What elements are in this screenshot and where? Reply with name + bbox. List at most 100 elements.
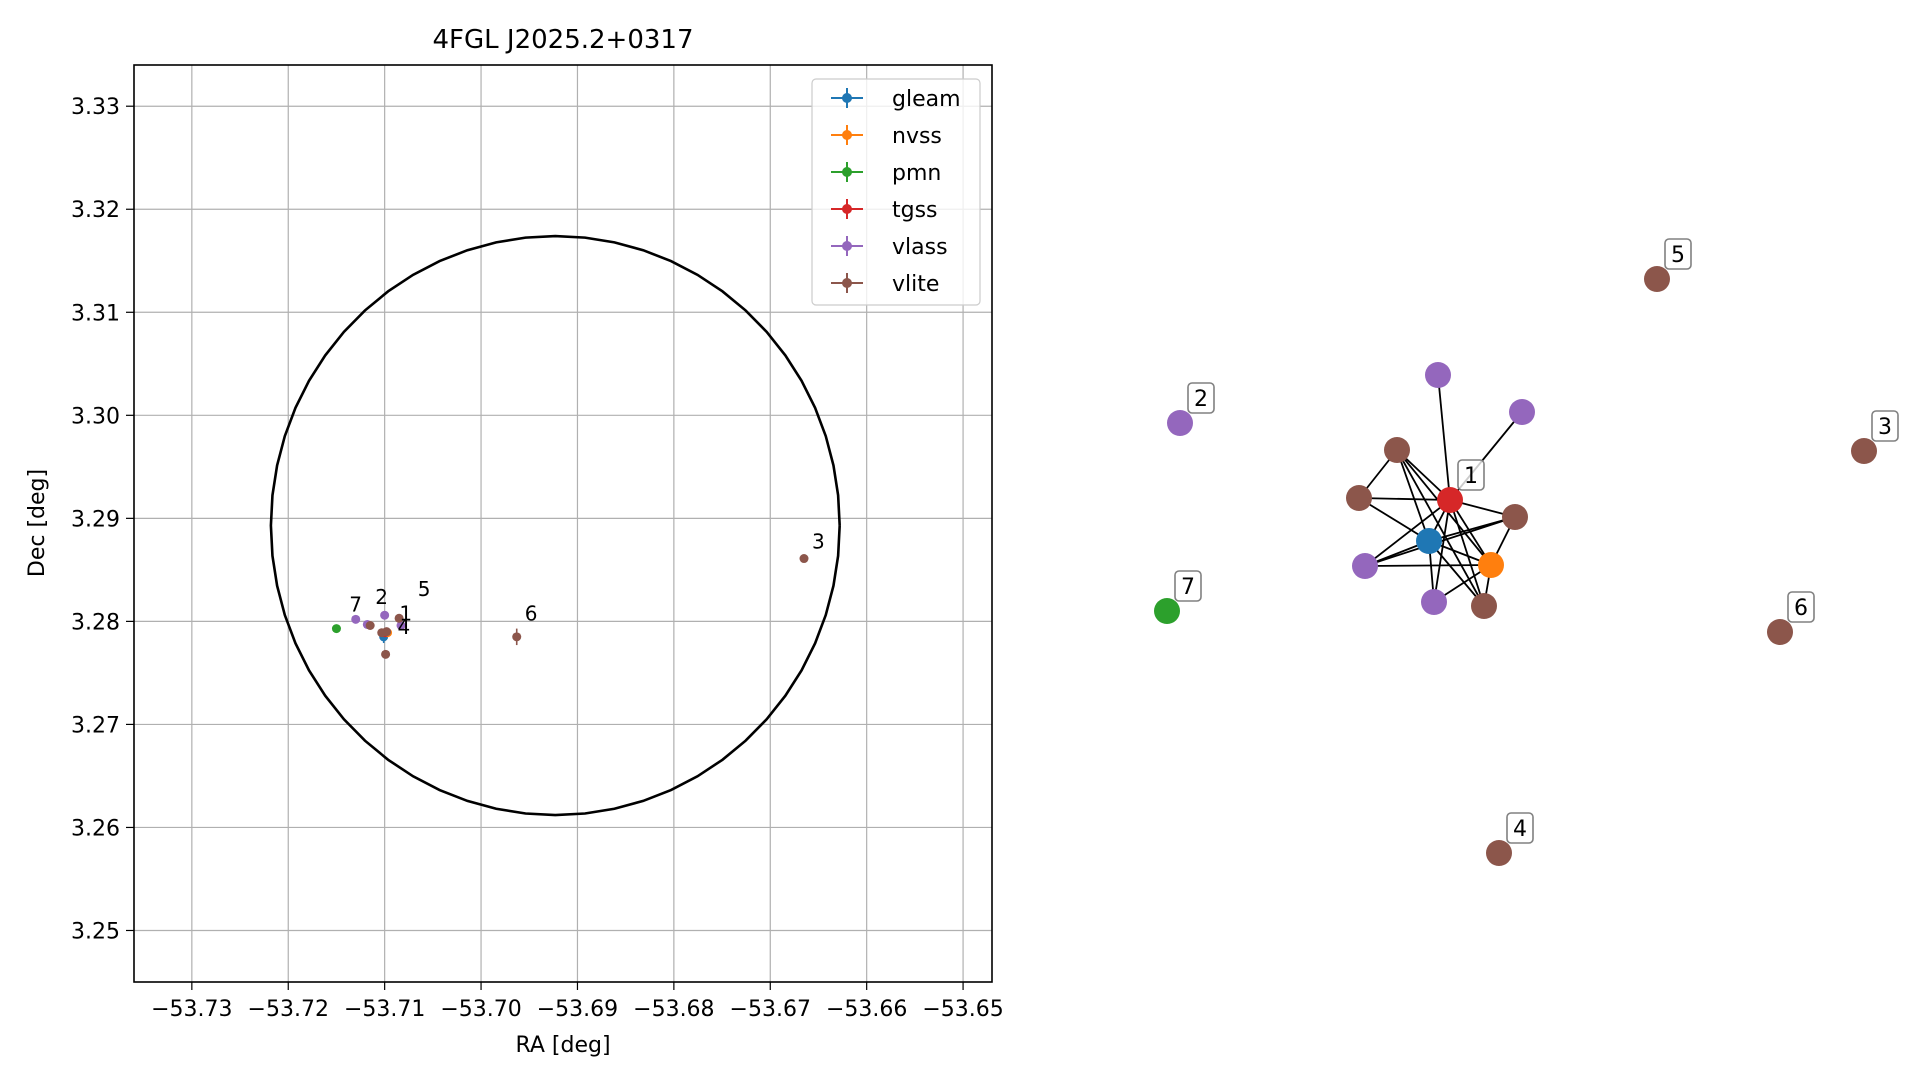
node-label-text: 5: [1671, 243, 1685, 268]
node-label-text: 6: [1794, 596, 1808, 621]
node-label: 1: [1457, 459, 1485, 491]
node-label-text: 2: [1194, 387, 1208, 412]
network-node: [1851, 438, 1877, 464]
node-label: 7: [1174, 570, 1202, 602]
network-node: [1437, 487, 1463, 513]
point-marker: [396, 621, 406, 631]
plot-frame: [133, 64, 993, 983]
node-label: 4: [1506, 812, 1534, 844]
point-vlass: [380, 610, 390, 620]
network-node: [1644, 266, 1670, 292]
x-tick-label: −53.67: [730, 997, 811, 1022]
network-node: [1509, 399, 1535, 425]
point-marker: [382, 627, 392, 637]
network-node: [1416, 528, 1442, 554]
node-label-box: [1664, 238, 1692, 270]
network-node: [1421, 589, 1447, 615]
point-annotation: 3: [812, 530, 825, 554]
network-node: [1384, 437, 1410, 463]
network-node: [1167, 410, 1193, 436]
legend: gleam nvss pmn tgss vlass vlite: [811, 78, 981, 306]
legend-marker: [842, 130, 852, 140]
ellipse-outline: [269, 234, 841, 817]
point-marker: [394, 613, 404, 623]
legend-label: vlite: [892, 272, 939, 297]
x-tick-label: −53.71: [344, 997, 425, 1022]
point-vlite: [381, 649, 391, 659]
network-node: [1425, 362, 1451, 388]
point-annotation: 2: [375, 585, 388, 609]
network-edge: [1396, 449, 1485, 607]
y-tick-label: 3.32: [71, 198, 120, 223]
y-tick-label: 3.29: [71, 507, 120, 532]
localization-ellipse: [269, 234, 841, 817]
node-label-box: [1187, 382, 1215, 414]
x-tick-label: −53.70: [440, 997, 521, 1022]
network-node: [1502, 504, 1528, 530]
legend-item-tgss: tgss: [831, 198, 938, 223]
legend-item-pmn: pmn: [831, 161, 941, 186]
network-node: [1478, 552, 1504, 578]
legend-item-vlite: vlite: [831, 272, 939, 297]
point-vlite: [512, 628, 522, 646]
x-tick-label: −53.66: [826, 997, 907, 1022]
chart-title: 4FGL J2025.2+0317: [433, 25, 694, 55]
legend-label: gleam: [892, 87, 961, 112]
point-vlass: [396, 621, 406, 631]
y-tick-label: 3.30: [71, 404, 120, 429]
x-tick-label: −53.72: [248, 997, 329, 1022]
network-edge: [1358, 497, 1430, 542]
legend-marker: [842, 93, 852, 103]
x-tick-label: −53.68: [633, 997, 714, 1022]
network-edge: [1358, 497, 1451, 501]
network-node: [1767, 619, 1793, 645]
node-label: 3: [1871, 410, 1899, 442]
point-marker: [365, 621, 375, 631]
y-tick-label: 3.28: [71, 610, 120, 635]
y-tick-label: 3.31: [71, 301, 120, 326]
point-marker: [512, 632, 522, 642]
point-vlite: [382, 627, 392, 637]
network-edge: [1428, 540, 1485, 607]
network-edge: [1396, 449, 1430, 542]
point-vlite: [799, 554, 809, 564]
x-tick-label: −53.69: [537, 997, 618, 1022]
node-label-text: 3: [1878, 415, 1892, 440]
point-annotation: 6: [525, 602, 538, 626]
node-label-box: [1174, 570, 1202, 602]
node-label: 5: [1664, 238, 1692, 270]
legend-label: vlass: [892, 235, 948, 260]
y-tick-label: 3.33: [71, 95, 120, 120]
x-tick-label: −53.65: [922, 997, 1003, 1022]
legend-marker: [842, 167, 852, 177]
data-points: [331, 554, 809, 659]
legend-label: tgss: [892, 198, 938, 223]
association-network: 1 2 3 4 5 6 7: [1154, 238, 1899, 866]
node-label-text: 4: [1513, 817, 1527, 842]
grid: [134, 65, 992, 982]
network-edge: [1433, 499, 1451, 603]
node-label-box: [1871, 410, 1899, 442]
point-annotation: 1: [399, 602, 412, 626]
node-label: 6: [1787, 591, 1815, 623]
node-label: 2: [1187, 382, 1215, 414]
network-edge: [1364, 564, 1492, 567]
network-node: [1352, 553, 1378, 579]
network-node: [1154, 598, 1180, 624]
point-marker: [331, 624, 341, 634]
y-tick-label: 3.27: [71, 713, 120, 738]
point-marker: [799, 554, 809, 564]
x-axis-label: RA [deg]: [515, 1033, 610, 1058]
point-marker: [381, 649, 391, 659]
point-vlite: [394, 613, 404, 623]
network-node: [1346, 485, 1372, 511]
point-vlite: [365, 621, 375, 631]
network-labels: 1 2 3 4 5 6 7: [1174, 238, 1899, 844]
node-label-text: 1: [1464, 464, 1478, 489]
node-label-box: [1506, 812, 1534, 844]
point-marker: [351, 614, 361, 624]
legend-marker: [842, 204, 852, 214]
y-tick-label: 3.25: [71, 919, 120, 944]
